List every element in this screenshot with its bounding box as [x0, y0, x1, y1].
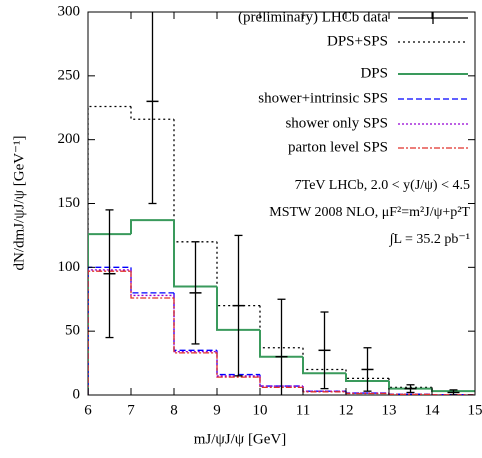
y-tick-label: 0 [73, 386, 81, 402]
histogram-step [259, 305, 303, 349]
x-tick-label: 9 [213, 402, 221, 418]
histogram-step [88, 270, 131, 395]
histogram-step [130, 106, 174, 120]
x-tick-label: 14 [425, 402, 441, 418]
histogram-step [88, 233, 131, 395]
y-tick-label: 50 [65, 323, 80, 339]
annotation: ∫L = 35.2 pb⁻¹ [389, 232, 470, 247]
y-tick-label: 300 [58, 3, 81, 19]
y-tick-label: 100 [58, 259, 81, 275]
histogram-step [216, 241, 260, 307]
legend-label: DPS+SPS [327, 33, 388, 49]
legend-label: DPS [360, 65, 388, 81]
legend-label: shower+intrinsic SPS [258, 90, 388, 106]
histogram-step [302, 356, 346, 375]
histogram-step [130, 271, 174, 299]
histogram-step [173, 220, 217, 288]
histogram-step [216, 352, 260, 378]
histogram-step [130, 267, 174, 294]
histogram-step [216, 286, 260, 331]
x-axis-label: mJ/ψJ/ψ [GeV] [194, 431, 287, 447]
x-tick-label: 8 [170, 402, 178, 418]
histogram-step [259, 377, 303, 388]
y-tick-label: 200 [58, 131, 81, 147]
histogram-step [345, 373, 389, 382]
x-tick-label: 12 [339, 402, 354, 418]
y-tick-label: 150 [58, 195, 81, 211]
x-tick-label: 15 [468, 402, 482, 418]
histogram-step [88, 266, 131, 395]
x-tick-label: 6 [84, 402, 92, 418]
x-tick-label: 7 [127, 402, 135, 418]
histogram-step [216, 351, 260, 377]
x-tick-label: 11 [296, 402, 310, 418]
y-axis-label: dN/dmJ/ψJ/ψ [GeV⁻¹] [11, 136, 27, 271]
legend-label: parton level SPS [288, 139, 388, 155]
x-tick-label: 10 [253, 402, 268, 418]
histogram-step [130, 219, 174, 235]
histogram-step [259, 329, 303, 358]
histogram-step [88, 269, 131, 395]
legend-label: (preliminary) LHCb data [238, 9, 388, 25]
x-tick-label: 13 [382, 402, 397, 418]
legend-label: shower only SPS [285, 115, 388, 131]
annotation: 7TeV LHCb, 2.0 < y(J/ψ) < 4.5 [295, 178, 470, 193]
annotation: MSTW 2008 NLO, μF²=m²J/ψ+p²T [269, 205, 470, 220]
y-tick-label: 250 [58, 67, 81, 83]
histogram-step [130, 269, 174, 297]
histogram-step [173, 119, 217, 243]
